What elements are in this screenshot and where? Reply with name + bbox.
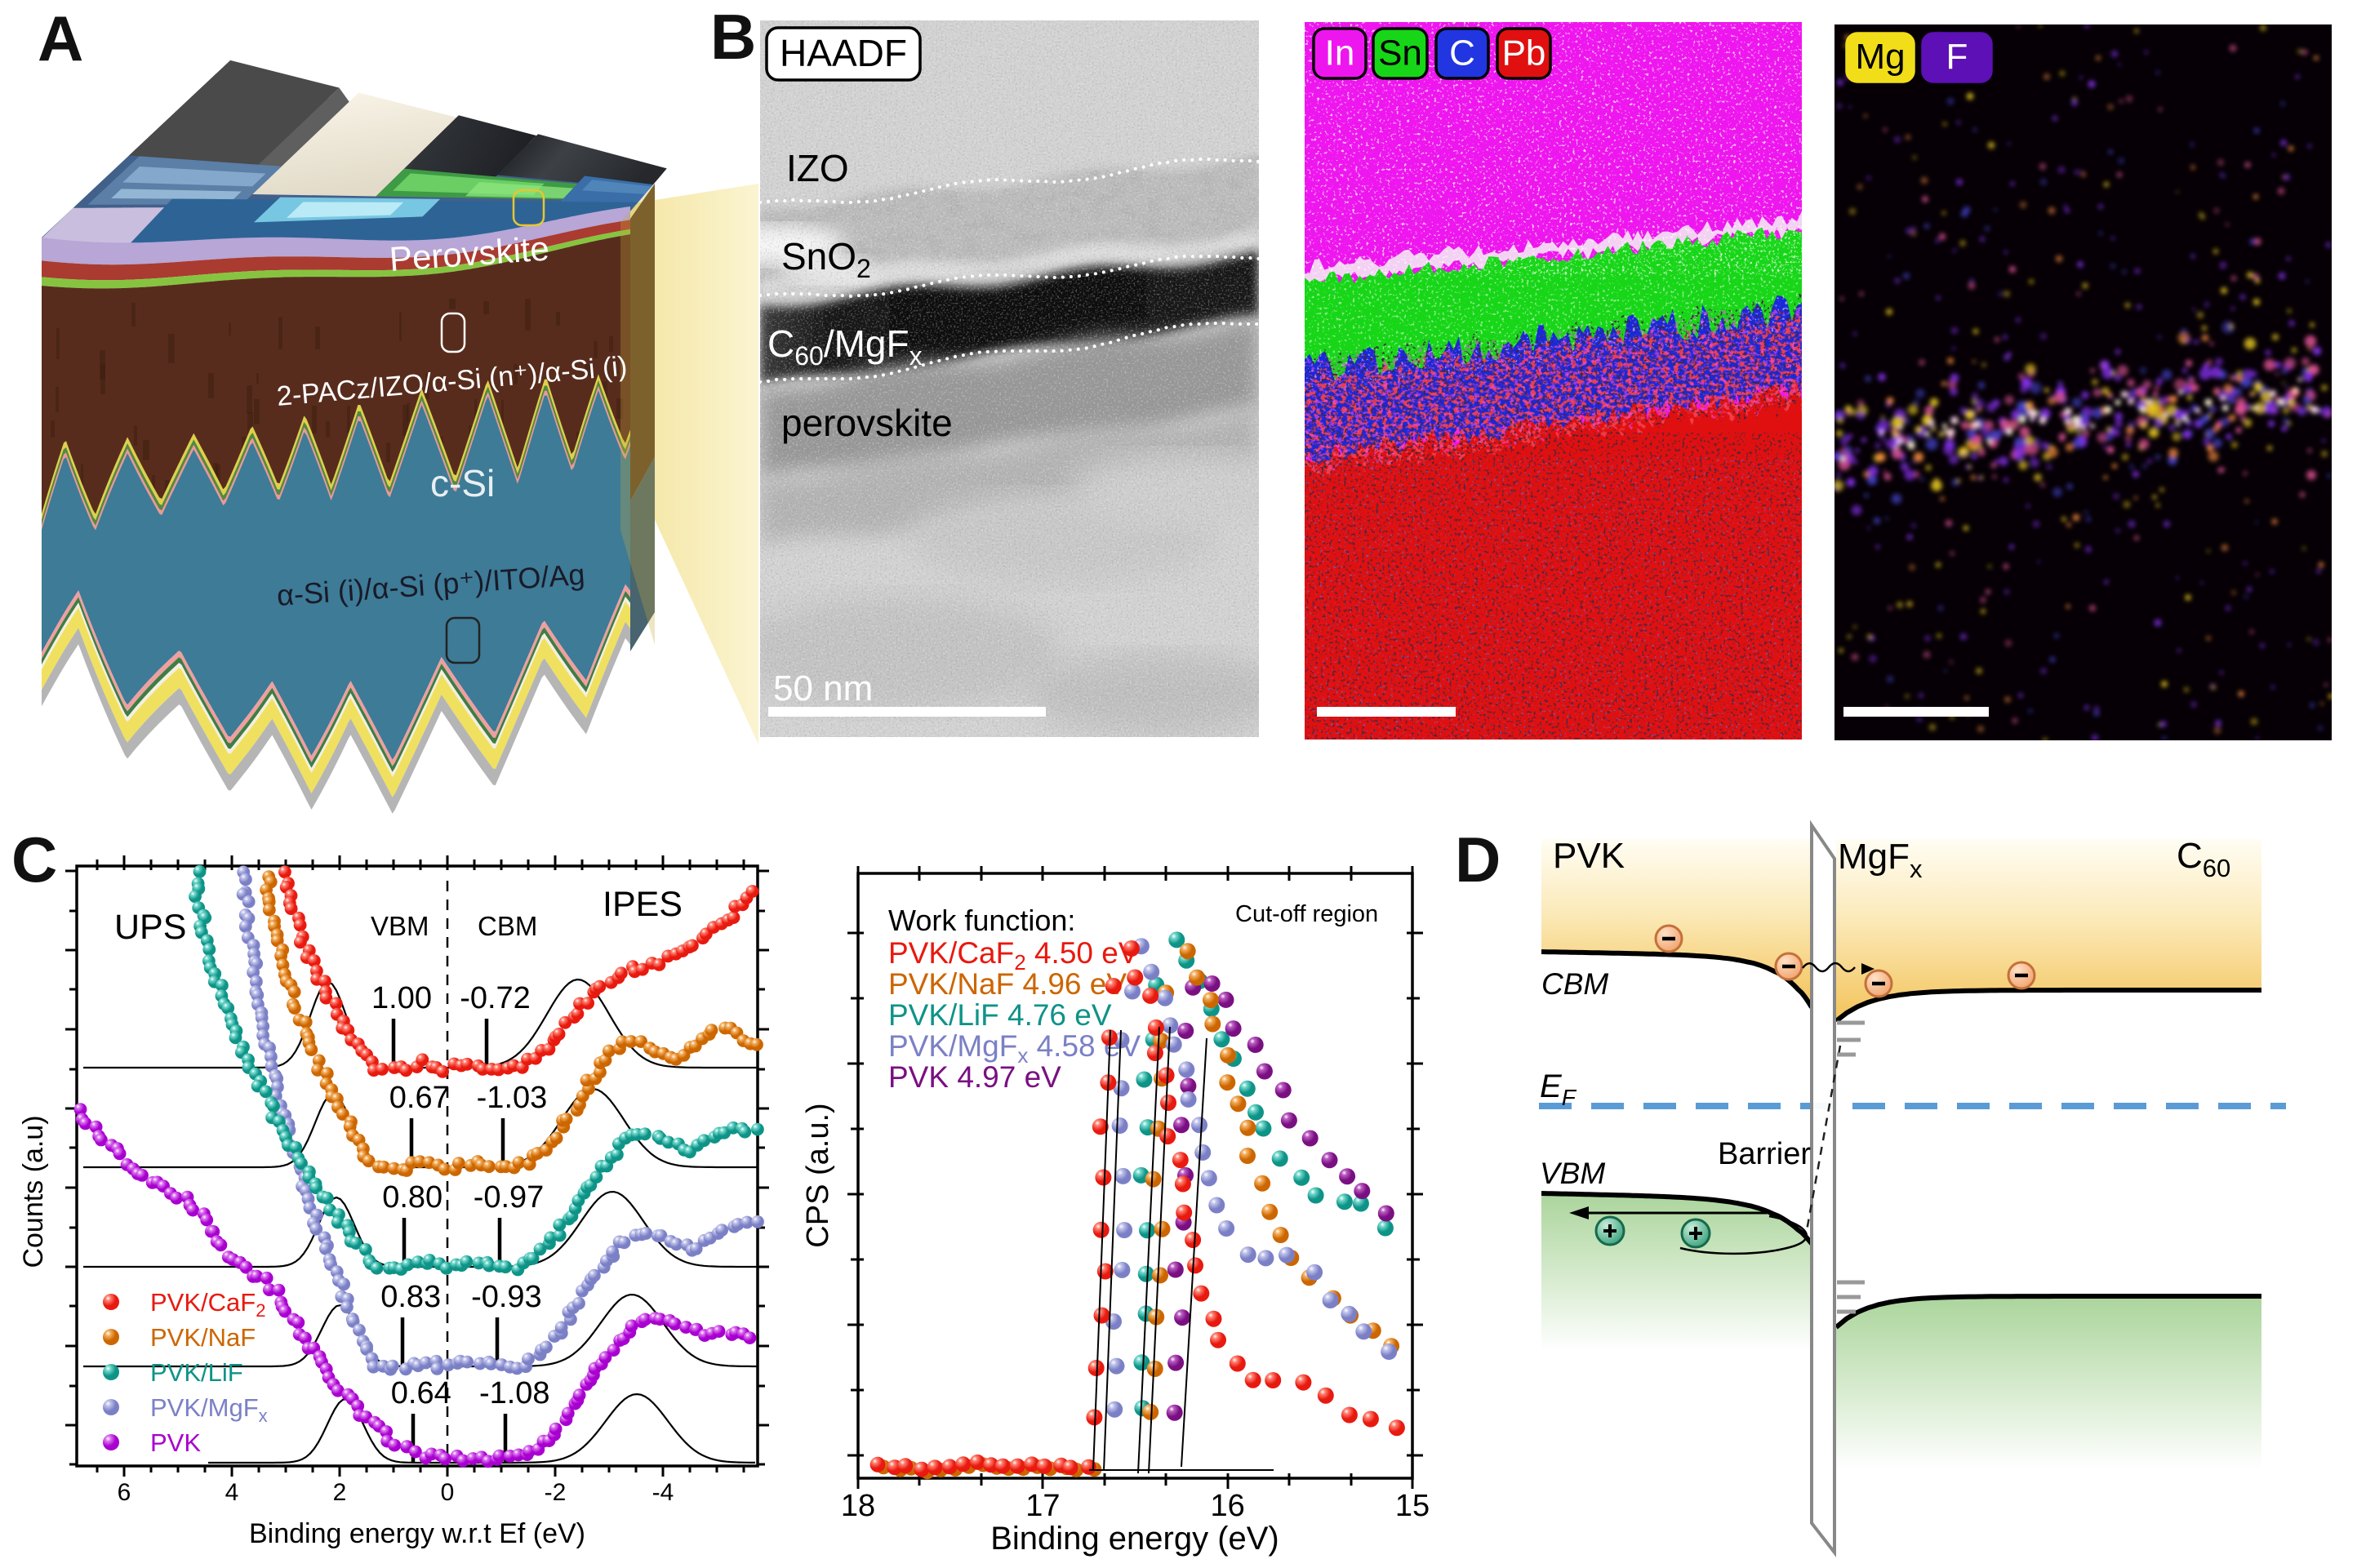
svg-text:17: 17 [1025, 1489, 1060, 1523]
svg-text:MgFx: MgFx [1838, 837, 1923, 883]
svg-text:50 nm: 50 nm [773, 669, 873, 708]
svg-text:SnO2: SnO2 [781, 235, 871, 283]
svg-text:-0.72: -0.72 [460, 981, 531, 1015]
svg-text:A: A [38, 2, 83, 74]
svg-text:-2: -2 [545, 1479, 567, 1506]
svg-text:-4: -4 [652, 1479, 674, 1506]
svg-text:-1.03: -1.03 [477, 1081, 548, 1115]
svg-text:0: 0 [441, 1479, 455, 1506]
svg-text:UPS: UPS [114, 908, 186, 947]
svg-text:Barrier: Barrier [1718, 1137, 1811, 1171]
svg-text:PVK/LiF 4.76 eV: PVK/LiF 4.76 eV [888, 998, 1112, 1032]
svg-text:1.00: 1.00 [371, 981, 432, 1015]
svg-text:-0.93: -0.93 [471, 1280, 542, 1314]
svg-text:PVK/NaF 4.96 eV: PVK/NaF 4.96 eV [888, 967, 1127, 1001]
svg-text:Pb: Pb [1502, 33, 1546, 73]
svg-text:HAADF: HAADF [780, 32, 907, 74]
svg-text:IZO: IZO [786, 147, 849, 189]
svg-text:0.80: 0.80 [382, 1180, 442, 1215]
svg-text:In: In [1325, 33, 1355, 73]
svg-text:6: 6 [118, 1479, 131, 1506]
svg-text:Counts (a.u): Counts (a.u) [18, 1115, 49, 1268]
svg-text:c-Si: c-Si [430, 462, 495, 504]
svg-text:PVK/CaF2 4.50 eV: PVK/CaF2 4.50 eV [888, 936, 1139, 975]
svg-text:C: C [11, 824, 57, 895]
svg-text:0.83: 0.83 [380, 1280, 441, 1314]
svg-text:F: F [1946, 37, 1968, 77]
svg-text:0.64: 0.64 [391, 1376, 451, 1410]
svg-text:4: 4 [225, 1479, 239, 1506]
svg-text:PVK 4.97 eV: PVK 4.97 eV [888, 1060, 1061, 1094]
svg-text:perovskite: perovskite [781, 402, 953, 444]
svg-text:15: 15 [1395, 1489, 1430, 1523]
svg-text:CBM: CBM [1541, 967, 1608, 1001]
svg-text:VBM: VBM [1540, 1157, 1605, 1190]
svg-text:Cut-off region: Cut-off region [1235, 901, 1378, 927]
svg-text:CPS (a.u.): CPS (a.u.) [801, 1103, 835, 1247]
svg-text:C60/MgFx: C60/MgFx [767, 322, 923, 371]
svg-text:18: 18 [841, 1489, 875, 1523]
svg-text:PVK: PVK [150, 1428, 201, 1457]
svg-text:PVK: PVK [1553, 836, 1625, 876]
svg-text:PVK/NaF: PVK/NaF [150, 1323, 256, 1352]
svg-text:Binding energy (eV): Binding energy (eV) [990, 1521, 1279, 1557]
svg-text:C: C [1449, 33, 1475, 73]
svg-text:PVK/LiF: PVK/LiF [150, 1358, 243, 1387]
svg-text:2: 2 [333, 1479, 347, 1506]
svg-text:VBM: VBM [371, 911, 429, 941]
svg-text:Binding energy w.r.t Ef (eV): Binding energy w.r.t Ef (eV) [249, 1518, 585, 1549]
svg-text:Work function:: Work function: [888, 904, 1075, 937]
svg-text:D: D [1455, 824, 1501, 895]
svg-text:-1.08: -1.08 [479, 1376, 550, 1410]
svg-text:PVK/CaF2: PVK/CaF2 [150, 1288, 265, 1321]
svg-text:Sn: Sn [1378, 33, 1422, 73]
svg-text:IPES: IPES [603, 885, 683, 924]
svg-text:0.67: 0.67 [389, 1081, 450, 1115]
svg-text:16: 16 [1211, 1489, 1245, 1523]
svg-text:Mg: Mg [1855, 37, 1905, 77]
svg-text:B: B [710, 1, 756, 73]
svg-text:-0.97: -0.97 [474, 1180, 545, 1215]
svg-text:PVK/MgFx: PVK/MgFx [150, 1393, 268, 1426]
svg-text:CBM: CBM [478, 911, 537, 941]
